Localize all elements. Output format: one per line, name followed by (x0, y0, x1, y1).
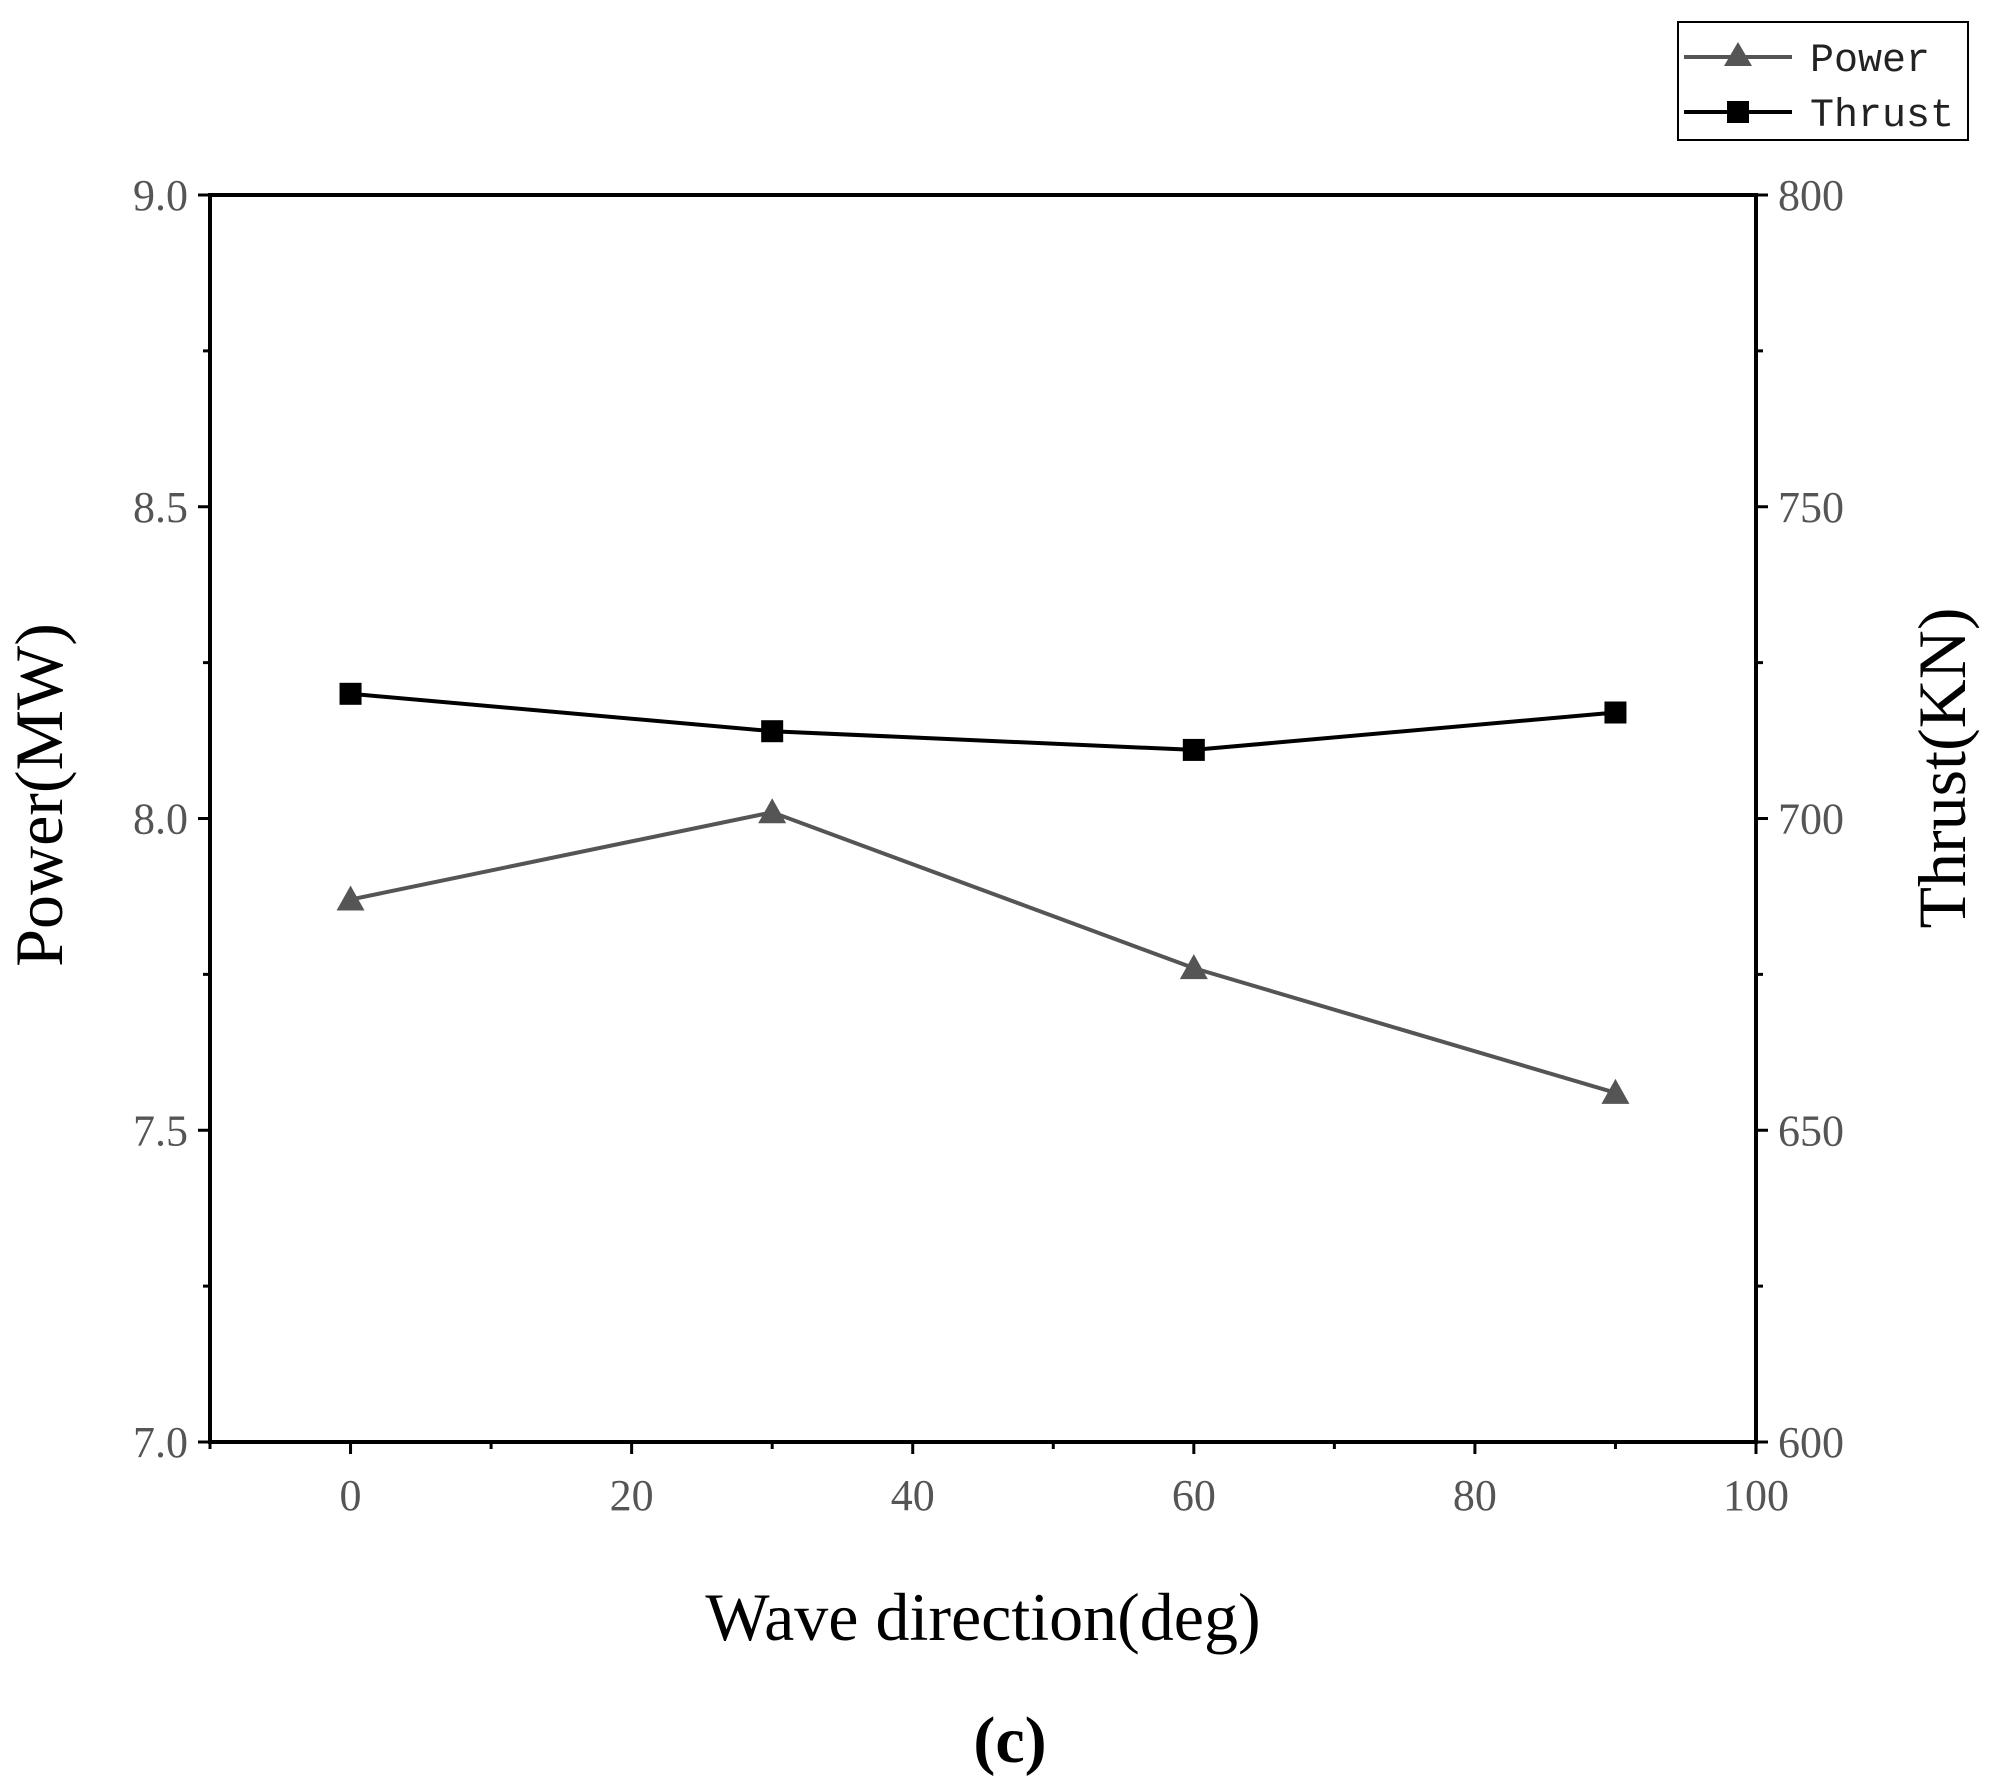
y-left-tick-label: 8.5 (133, 483, 188, 532)
axis-ticks: 0 20 40 60 80 100 7.0 7.5 8.0 8.5 9.0 600 650 700 750 8… (133, 171, 1844, 1520)
series-line-power (350, 810, 1617, 1095)
point-power (1179, 954, 1208, 980)
legend: Power Thrust (1677, 21, 1969, 141)
legend-thrust-marker (1727, 101, 1749, 123)
point-thrust (1182, 738, 1205, 761)
y-left-tick-label: 8.0 (133, 795, 188, 844)
point-thrust (761, 720, 784, 743)
x-tick-label: 100 (1723, 1471, 1789, 1520)
x-tick-label: 20 (610, 1471, 654, 1520)
x-axis-title: Wave direction(deg) (705, 1579, 1260, 1655)
point-thrust (339, 682, 362, 705)
legend-power-label: Power (1810, 39, 1930, 84)
legend-power-marker (1724, 42, 1752, 66)
y-right-tick-label: 750 (1778, 483, 1844, 532)
x-tick-label: 0 (340, 1471, 362, 1520)
x-tick-label: 60 (1172, 1471, 1216, 1520)
point-power (336, 885, 365, 911)
panel-label: (c) (973, 1704, 1046, 1777)
x-tick-label: 40 (891, 1471, 935, 1520)
series-layer (336, 682, 1630, 1104)
plot-frame (208, 193, 1758, 1444)
y-left-tick-label: 7.0 (133, 1418, 188, 1467)
point-thrust (1604, 701, 1627, 724)
series-line-thrust (350, 691, 1616, 752)
legend-thrust-label: Thrust (1810, 94, 1954, 139)
y-left-tick-label: 7.5 (133, 1106, 188, 1155)
y-axis-left-title: Power(MW) (1, 623, 77, 967)
point-power (758, 798, 787, 824)
y-axis-right-title: Thrust(KN) (1904, 607, 1980, 928)
y-left-tick-label: 9.0 (133, 171, 188, 220)
y-right-tick-label: 700 (1778, 795, 1844, 844)
legend-box (1677, 21, 1969, 141)
y-right-tick-label: 600 (1778, 1418, 1844, 1467)
y-right-tick-label: 800 (1778, 171, 1844, 220)
y-right-tick-label: 650 (1778, 1106, 1844, 1155)
x-tick-label: 80 (1453, 1471, 1497, 1520)
point-power (1601, 1078, 1630, 1104)
